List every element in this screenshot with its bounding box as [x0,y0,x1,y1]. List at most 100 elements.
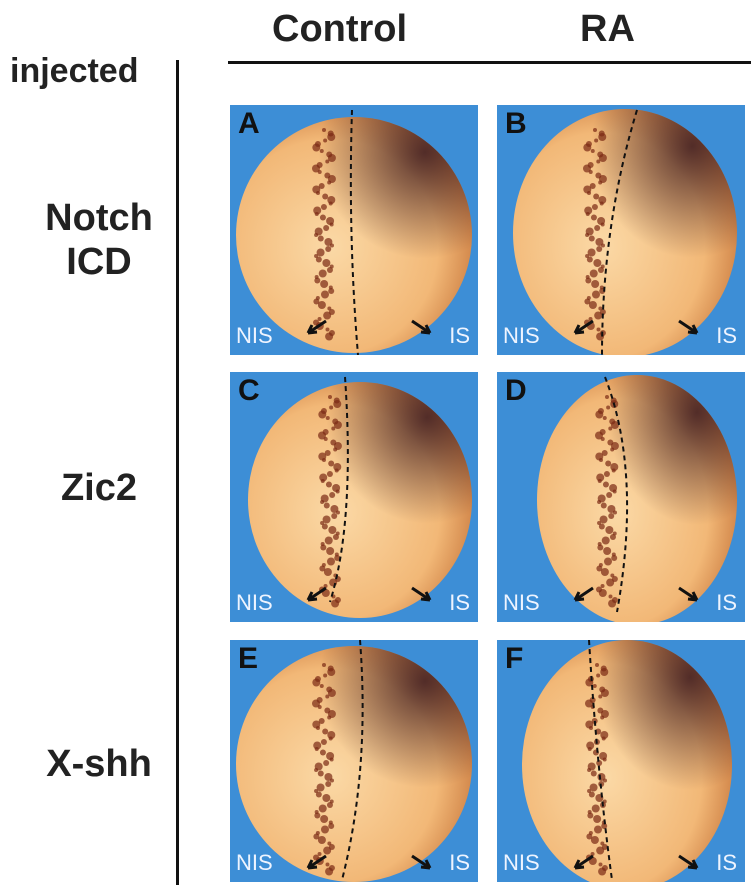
midline-dashed [329,376,349,603]
stain-dot [325,781,332,787]
stain-dot [323,673,328,678]
stain-dot [318,410,327,419]
stain-dot [605,460,612,467]
stain-dot [319,214,326,221]
stain-dot [325,416,330,420]
stain-dot [322,259,331,267]
is-label: IS [716,850,737,875]
stain-dot [593,193,600,200]
stain-dot [323,437,328,441]
stain-dot [326,471,333,477]
stain-dot [600,715,605,720]
stain-dot [322,515,331,524]
stain-dot [585,254,590,258]
stain-dot [329,222,334,227]
stain-dot [318,269,327,278]
stain-dot [313,741,322,750]
stain-dot [328,823,335,829]
stain-dot [328,288,335,294]
stain-dot [333,421,342,429]
midline-dashed [349,109,359,355]
stain-dot [598,458,603,462]
nis-label: NIS [503,590,540,615]
stain-dot [605,395,609,399]
stain-dot [331,513,338,519]
stain-dot [323,760,330,766]
stain-dot [325,867,334,876]
stain-dot [589,783,598,792]
midline-dashed [601,109,638,355]
stain-dot [327,731,336,739]
panel-d: D NIS IS [497,372,745,622]
stain-dot [583,164,592,173]
stain-dot [314,812,321,819]
stain-dot [608,513,615,519]
stain-dot [584,206,593,215]
stain-dot [591,804,600,813]
stain-dot [319,749,326,756]
stain-dot [329,243,334,248]
stain-dot [586,741,595,750]
stain-dot [318,183,325,189]
stain-dot [320,815,329,823]
stain-dot [599,515,608,524]
dark-staining [248,382,472,618]
stain-dot [330,505,339,513]
stain-dot [596,673,601,678]
stain-dot [609,534,616,540]
row-label-line1: X-shh [46,743,152,785]
stain-dot [589,269,598,278]
is-label: IS [716,323,737,348]
stain-dot [327,715,332,720]
stain-dot [586,833,593,840]
stain-dot [601,823,608,829]
stain-dot [324,773,333,781]
arrow-icon [678,854,699,870]
stain-dot [597,479,602,483]
stain-dot [597,544,604,551]
stain-dot [600,568,609,576]
embryo-image [248,376,472,618]
stain-dot [598,180,603,185]
stain-dot [329,492,336,498]
stain-dot [590,770,597,777]
stain-dot [320,280,329,288]
arrow-icon [411,854,432,870]
header-divider [228,61,751,64]
stain-dot [322,794,331,802]
stain-dot [588,726,593,730]
stain-dot [586,191,591,195]
stain-dot [314,747,319,751]
arrow-icon [678,586,699,602]
stain-dot [610,463,619,471]
stain-dot [587,812,594,819]
stain-dot [313,833,320,840]
stain-dot [596,846,605,855]
stain-dot [593,815,602,823]
stain-dot [314,254,319,258]
stain-dot [587,789,592,793]
stain-dot [314,789,319,793]
stain-dot [328,201,333,206]
stain-dot [591,204,598,210]
stain-dot [323,311,332,320]
stain-dot [598,523,605,530]
stain-dot [312,678,321,687]
embryo-image [236,640,472,882]
stain-dot [595,663,599,667]
stain-dot [594,311,603,320]
stain-dot [333,447,338,452]
arrow-icon [411,586,432,602]
stain-dot [596,565,603,572]
stain-dot [610,421,619,429]
stain-dot [600,689,609,697]
stain-dot [587,747,592,751]
stain-dot [315,791,322,798]
stain-dot [331,599,340,608]
column-header-ra: RA [580,8,635,50]
stain-dot [318,804,327,813]
stain-dot [319,684,324,688]
stain-dot [588,301,597,309]
stain-dot [601,736,606,741]
stain-dot [334,555,341,561]
